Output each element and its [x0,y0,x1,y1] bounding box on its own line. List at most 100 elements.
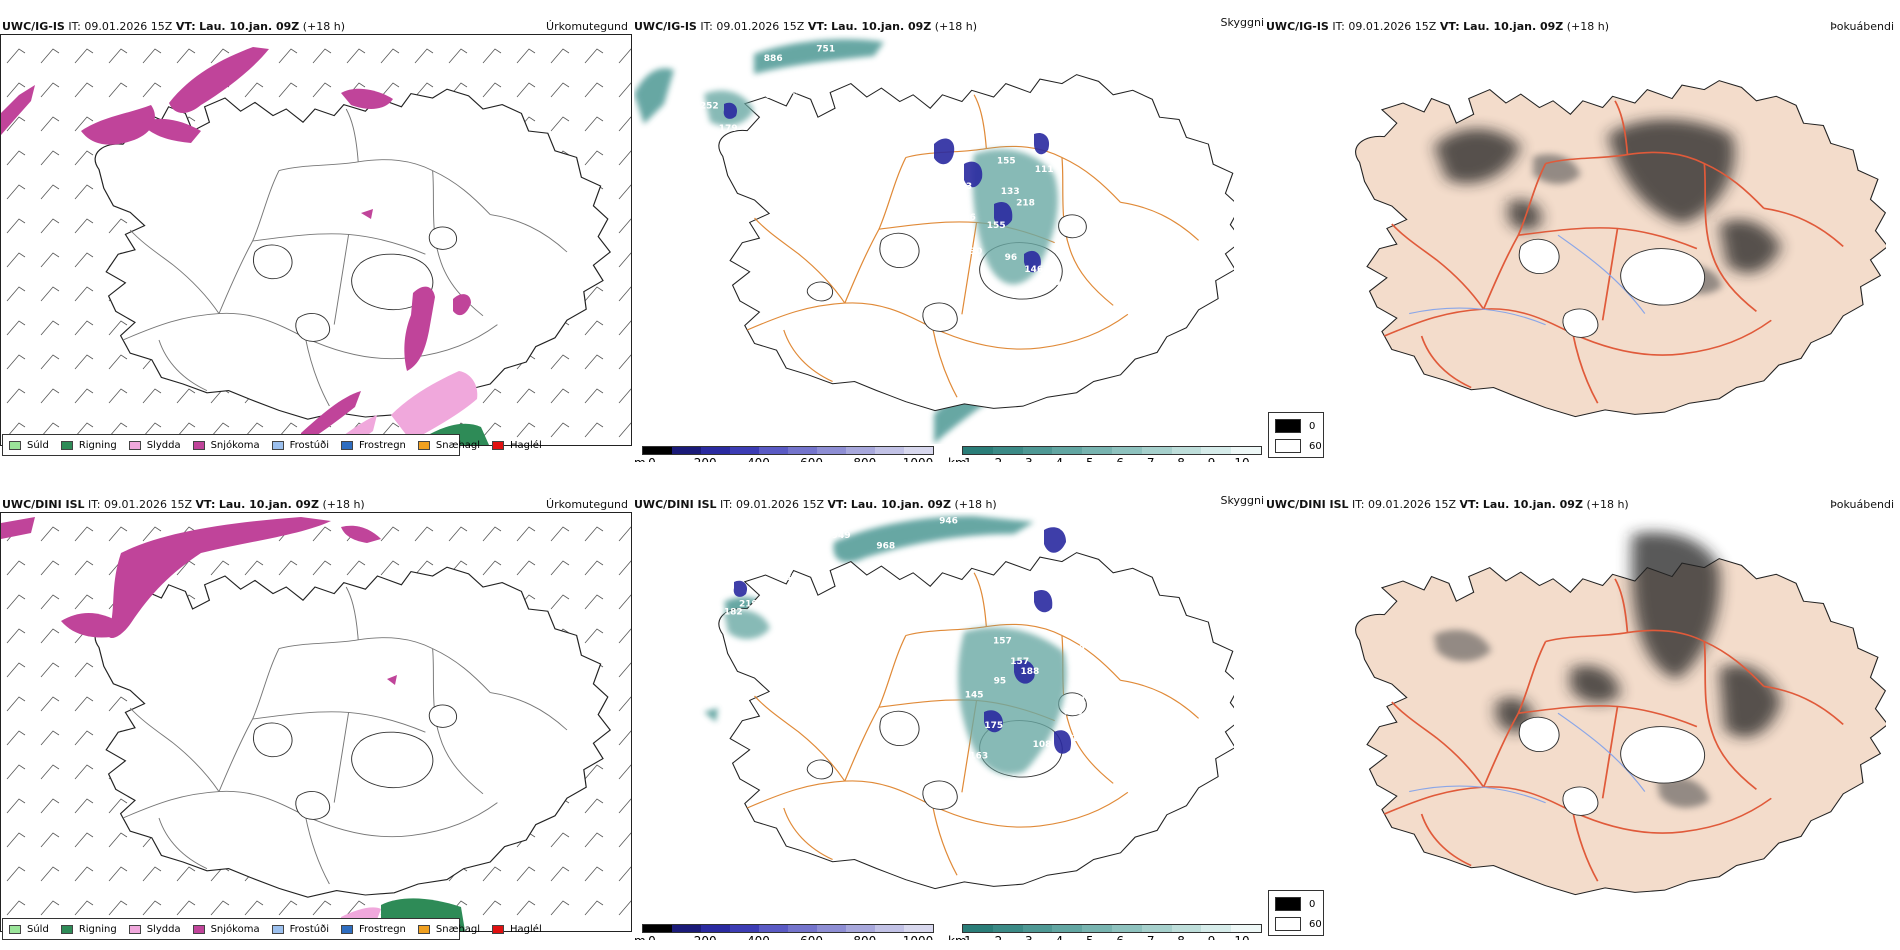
legend-item-5: Frostregn [341,440,406,451]
legend-item-0: Súld [9,924,49,935]
fog-legend-row-max: 60 [1275,917,1322,931]
cloud-base-label: 968 [876,542,895,552]
visibility-map[interactable]: 117 949 968 946 988 182 219 378 37 128 144 132 106 84… [634,512,1234,922]
cloud-base-label: 182 [724,607,743,617]
snowfall-area [1,517,397,685]
cloud-base-label: 20 [1072,644,1085,654]
colorbar-tick: 600 [800,456,823,462]
fog-swatch-white [1275,439,1301,453]
cloud-base-label: 751 [816,44,835,54]
colorbar-tick: 6 [1116,934,1124,940]
cloud-base-label: 946 [939,517,958,527]
cloud-base-label: 886 [764,54,783,64]
colorbar-segment [963,925,993,932]
colorbar-tick: 7 [1147,456,1155,462]
colorbar-tick: 3 [1025,456,1033,462]
legend-swatch [492,924,505,934]
colorbar-tick: 2 [995,934,1003,940]
cloud-base-label: 155 [997,156,1016,166]
cloud-base-label: 620 [765,91,784,101]
legend-swatch [192,924,205,934]
cloud-base-label: 117 [769,532,788,542]
panel-title: Þokuábendi [1830,20,1894,33]
cloud-base-label: 195 [789,87,808,97]
colorbar-unit: m [634,456,646,462]
cloud-base-label: 372 [1075,127,1094,137]
colorbar-tick: 800 [853,934,876,940]
colorbar-segment [788,925,817,932]
colorbar-tick: 7 [1147,934,1155,940]
colorbar-segment [643,925,672,932]
colorbar-segment [1141,447,1172,454]
legend-label: Snjókoma [210,439,260,451]
colorbar-segment [1141,925,1172,932]
legend-item-4: Frostúði [271,439,329,451]
legend-swatch [9,440,21,450]
cloud-base-label: 106 [949,609,968,619]
legend-item-3: Snjókoma [192,439,260,451]
colorbar-tick: 1000 [903,456,934,462]
colorbar-segment [992,447,1023,454]
fog-map[interactable] [1266,34,1886,444]
precip-map[interactable] [0,34,632,446]
cloud-base-colorbar: m0 200 400 600 800 1000 [634,924,934,940]
legend-item-0: Súld [9,440,49,451]
colorbar-segment [701,925,730,932]
visibility-map[interactable]: 886 751 943 812 252 179 157 620 195 01 130 372 95 112… [634,34,1234,444]
colorbar-tick: 1000 [903,934,934,940]
colorbar-segment [672,925,701,932]
fog-swatch-black [1275,419,1301,433]
legend-label: Haglél [510,439,542,451]
cloud-base-label: 378 [767,559,786,569]
legend-swatch [128,440,141,450]
fog-panel-1: UWC/IG-IS IT: 09.01.2026 15Z VT: Lau. 10… [1266,16,1900,462]
legend-label: Frostregn [359,923,406,935]
legend-item-4: Frostúði [271,924,329,935]
fog-legend-row-max: 60 [1275,439,1322,453]
panel-title: Þokuábendi [1830,498,1894,511]
colorbar-unit: m [634,934,646,940]
legend-label: Slydda [146,923,181,935]
colorbar-segment [992,925,1023,932]
fog-map[interactable] [1266,512,1886,922]
panel-header: UWC/IG-IS IT: 09.01.2026 15Z VT: Lau. 10… [2,20,346,33]
cloud-base-label: 144 [947,587,966,597]
cloud-base-label: 63 [960,182,973,192]
cloud-base-label: 949 [832,531,851,541]
cloud-base-label: 157 [993,636,1012,646]
legend-swatch [271,440,284,450]
cloud-base-label: 157 [1010,657,1029,667]
cloud-base-label: 175 [984,721,1003,731]
colorbar-segment [1111,925,1142,932]
legend-swatch [9,924,21,934]
colorbar-tick: 10 [1234,456,1249,462]
legend-item-7: Haglél [492,440,542,451]
legend-label: Súld [27,923,49,935]
cloud-base-label: 37 [785,573,798,583]
colorbar-segment [1082,447,1112,454]
fog-panel-2: UWC/DINI ISL IT: 09.01.2026 15Z VT: Lau.… [1266,494,1900,940]
cloud-base-label: 20 [1048,278,1061,288]
panel-header: UWC/IG-IS IT: 09.01.2026 15Z VT: Lau. 10… [634,20,978,33]
cloud-base-label: 106 [957,213,976,223]
cloud-base-label: 188 [1021,667,1040,677]
legend-item-1: Rigning [60,924,117,935]
colorbar-tick: 200 [694,456,717,462]
colorbar-segment [1231,447,1261,454]
panel-title: Úrkomutegund [546,498,628,511]
legend-label: Frostregn [359,439,406,451]
colorbar-tick: 4 [1056,934,1064,940]
cloud-base-label: 219 [739,599,758,609]
colorbar-segment [643,447,672,454]
colorbar-segment [875,925,904,932]
legend-label: Rigning [78,439,117,451]
colorbar-segment [1201,447,1232,454]
panel-header: UWC/DINI ISL IT: 09.01.2026 15Z VT: Lau.… [1266,498,1629,511]
precip-map[interactable] [0,512,632,932]
colorbar-segment [730,925,759,932]
cloud-base-label: 01 [1018,101,1031,111]
colorbar-tick: 6 [1116,456,1124,462]
precip-type-panel-1: UWC/IG-IS IT: 09.01.2026 15Z VT: Lau. 10… [0,16,632,462]
legend-label: Frostúði [289,439,329,451]
fog-legend-row-min: 0 [1275,897,1315,911]
